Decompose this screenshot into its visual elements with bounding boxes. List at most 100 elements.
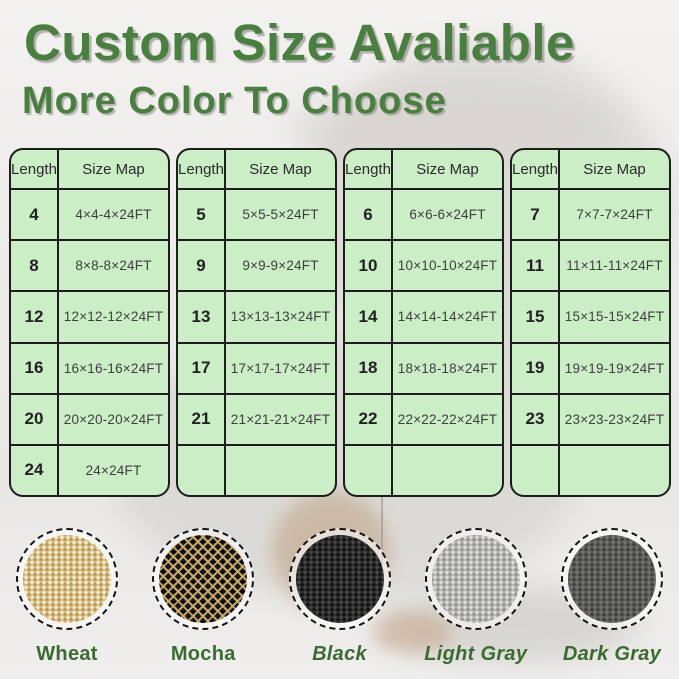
wheat-fabric-texture xyxy=(23,535,111,623)
table-row: 16 16×16-16×24FT xyxy=(11,343,168,395)
size-range: 7×7-7×24FT xyxy=(576,207,653,223)
table-row: 7 7×7-7×24FT xyxy=(512,190,669,242)
column-header-sizemap: Size Map xyxy=(583,160,646,178)
length-value xyxy=(178,445,226,495)
table-row: 9 9×9-9×24FT xyxy=(178,241,335,293)
length-value: 21 xyxy=(178,394,226,444)
size-range: 23×23-23×24FT xyxy=(564,411,665,427)
color-swatch-wheat: Wheat xyxy=(14,528,120,666)
table-header-row: Length Size Map xyxy=(11,150,168,190)
size-range: 5×5-5×24FT xyxy=(242,207,319,223)
size-range: 11×11-11×24FT xyxy=(566,258,663,274)
length-value: 23 xyxy=(512,394,560,444)
size-range: 14×14-14×24FT xyxy=(397,309,498,325)
length-value: 4 xyxy=(11,190,59,240)
swatch-label-mocha: Mocha xyxy=(170,643,236,665)
size-range: 24×24FT xyxy=(85,462,142,478)
length-value: 22 xyxy=(345,394,393,444)
table-header-row: Length Size Map xyxy=(512,150,669,190)
size-range: 17×17-17×24FT xyxy=(230,360,331,376)
dashed-circle xyxy=(16,528,118,630)
size-range: 8×8-8×24FT xyxy=(75,258,152,274)
length-value: 10 xyxy=(345,241,393,291)
swatch-label-light-gray: Light Gray xyxy=(424,643,528,665)
table-row: 15 15×15-15×24FT xyxy=(512,292,669,344)
size-range xyxy=(393,446,502,495)
length-value: 6 xyxy=(345,190,393,240)
dashed-circle xyxy=(424,528,527,630)
length-value: 19 xyxy=(512,343,560,393)
table-row: 13 13×13-13×24FT xyxy=(178,292,335,344)
light-gray-fabric-texture xyxy=(431,535,520,623)
color-swatch-black: Black xyxy=(287,528,393,666)
dark-gray-fabric-texture xyxy=(568,535,656,623)
size-range: 13×13-13×24FT xyxy=(230,309,331,325)
length-value: 24 xyxy=(11,445,59,495)
size-range xyxy=(226,446,335,495)
length-value: 11 xyxy=(512,241,560,291)
size-table-3: Length Size Map 6 6×6-6×24FT 10 10×10-10… xyxy=(343,148,504,497)
table-row-empty xyxy=(178,445,335,495)
size-range: 6×6-6×24FT xyxy=(409,207,486,223)
table-row: 19 19×19-19×24FT xyxy=(512,343,669,395)
length-value: 13 xyxy=(178,292,226,342)
table-row: 6 6×6-6×24FT xyxy=(345,190,502,242)
page-title: Custom Size Avaliable xyxy=(24,14,575,71)
table-row: 24 24×24FT xyxy=(11,445,168,495)
length-value: 14 xyxy=(345,292,393,342)
size-range: 10×10-10×24FT xyxy=(397,258,498,274)
size-tables-row: Length Size Map 4 4×4-4×24FT 8 8×8-8×24F… xyxy=(9,148,671,497)
color-swatch-mocha: Mocha xyxy=(150,528,256,666)
table-header-row: Length Size Map xyxy=(345,150,502,190)
color-swatch-dark-gray: Dark Gray xyxy=(559,528,665,666)
size-range: 16×16-16×24FT xyxy=(63,360,164,376)
length-value: 15 xyxy=(512,292,560,342)
dashed-circle xyxy=(288,528,391,630)
table-row: 12 12×12-12×24FT xyxy=(11,292,168,344)
table-header-row: Length Size Map xyxy=(178,150,335,190)
size-range: 12×12-12×24FT xyxy=(63,309,164,325)
table-row: 4 4×4-4×24FT xyxy=(11,190,168,242)
table-row: 23 23×23-23×24FT xyxy=(512,394,669,446)
size-range: 20×20-20×24FT xyxy=(63,411,164,427)
table-row: 10 10×10-10×24FT xyxy=(345,241,502,293)
table-row: 21 21×21-21×24FT xyxy=(178,394,335,446)
dashed-circle xyxy=(152,528,255,630)
column-header-length: Length xyxy=(178,150,226,188)
length-value: 18 xyxy=(345,343,393,393)
length-value: 17 xyxy=(178,343,226,393)
size-table-2: Length Size Map 5 5×5-5×24FT 9 9×9-9×24F… xyxy=(176,148,337,497)
size-range: 9×9-9×24FT xyxy=(242,258,319,274)
size-range: 4×4-4×24FT xyxy=(75,207,152,223)
length-value xyxy=(345,445,393,495)
background-thread-line xyxy=(381,493,383,565)
black-fabric-texture xyxy=(295,535,384,623)
column-header-sizemap: Size Map xyxy=(416,160,479,178)
length-value: 12 xyxy=(11,292,59,342)
column-header-length: Length xyxy=(11,150,59,188)
table-row: 11 11×11-11×24FT xyxy=(512,241,669,293)
table-row: 14 14×14-14×24FT xyxy=(345,292,502,344)
table-row: 5 5×5-5×24FT xyxy=(178,190,335,242)
size-range xyxy=(560,446,669,495)
swatch-label-dark-gray: Dark Gray xyxy=(562,643,662,665)
size-range: 21×21-21×24FT xyxy=(230,411,331,427)
color-swatches-row: Wheat Mocha Black Light Gray Dark Gray xyxy=(0,528,679,666)
size-range: 15×15-15×24FT xyxy=(564,309,665,325)
page-subtitle: More Color To Choose xyxy=(22,80,447,122)
size-table-1: Length Size Map 4 4×4-4×24FT 8 8×8-8×24F… xyxy=(9,148,170,497)
background-photo-shape xyxy=(372,612,452,654)
column-header-sizemap: Size Map xyxy=(249,160,312,178)
length-value xyxy=(512,445,560,495)
dashed-circle xyxy=(561,528,663,630)
length-value: 7 xyxy=(512,190,560,240)
size-table-4: Length Size Map 7 7×7-7×24FT 11 11×11-11… xyxy=(510,148,671,497)
column-header-length: Length xyxy=(345,150,393,188)
column-header-sizemap: Size Map xyxy=(82,160,145,178)
size-range: 18×18-18×24FT xyxy=(397,360,498,376)
table-row: 22 22×22-22×24FT xyxy=(345,394,502,446)
mocha-fabric-texture xyxy=(159,535,248,623)
table-row: 20 20×20-20×24FT xyxy=(11,394,168,446)
color-swatch-light-gray: Light Gray xyxy=(423,528,529,666)
